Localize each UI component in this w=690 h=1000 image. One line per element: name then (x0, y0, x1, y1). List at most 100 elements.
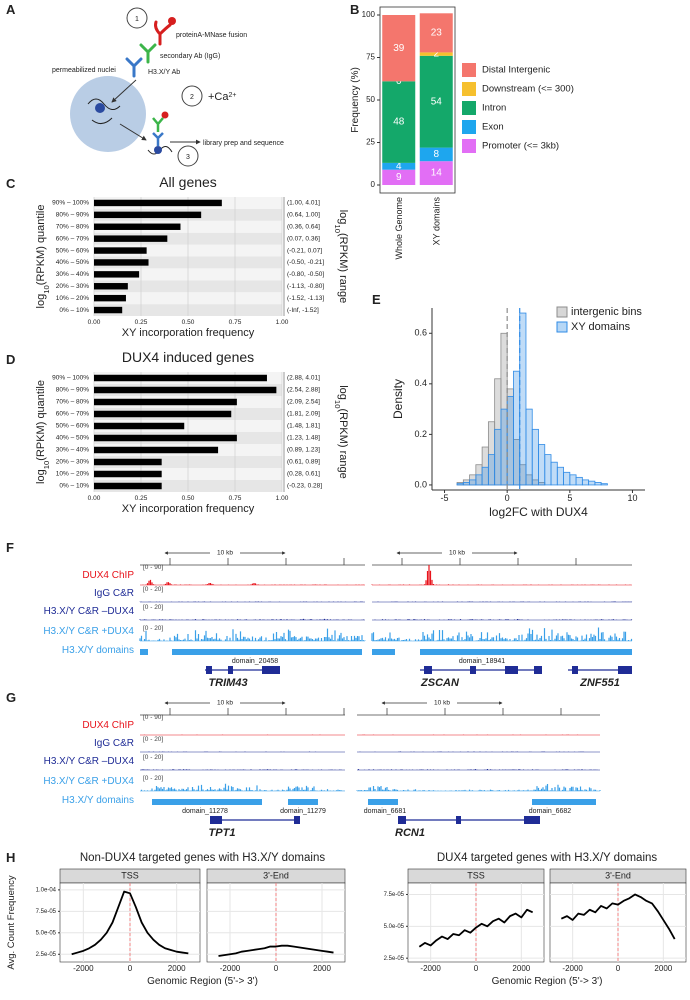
y2-axis-label: log10(RPKM) range (334, 385, 350, 479)
range-label: (2.88, 4.01] (287, 375, 320, 382)
domain-bar (172, 649, 362, 655)
histogram-bar (581, 479, 590, 486)
scale-label: 10 kb (217, 550, 233, 557)
histogram-bar (462, 482, 470, 486)
y-tick-label: 60% – 70% (56, 411, 89, 418)
y2-axis-label-part: (RPKM) range (337, 408, 349, 478)
range-label: (-0.50, -0.21] (287, 259, 324, 266)
y-tick-label: 2.5e-05 (384, 956, 405, 962)
x-tick-label: 2000 (654, 964, 672, 973)
chart-title: All genes (159, 174, 217, 190)
y-tick-label: 0.6 (414, 328, 427, 338)
x-tick-label: 2000 (168, 964, 186, 973)
bar (94, 294, 126, 302)
mnase-icon (161, 111, 169, 119)
x-axis-label: Genomic Region (5'-> 3') (492, 976, 603, 987)
bar (94, 306, 123, 314)
y-axis-label: log10(RPKM) quantile (35, 380, 51, 484)
range-label: (-0.23, 0.28] (287, 483, 322, 490)
bar (94, 410, 232, 418)
gene-name: TRIM43 (208, 677, 247, 689)
track-label: H3.X/Y C&R +DUX4 (43, 626, 134, 637)
x-tick-label: -2000 (73, 964, 94, 973)
y-tick-label: 20% – 30% (56, 459, 89, 466)
gene-name: TPT1 (209, 827, 236, 839)
range-label: (1.23, 1.48] (287, 435, 320, 442)
legend-swatch (462, 63, 476, 77)
bar-segment (419, 161, 453, 185)
scale-label: 10 kb (449, 550, 465, 557)
y-tick-label: 40% – 50% (56, 435, 89, 442)
range-label: (0.07, 0.36] (287, 235, 320, 242)
y-tick-label: 50% – 60% (56, 247, 89, 254)
histogram-bar (487, 454, 496, 486)
gene-exon (294, 816, 300, 824)
histogram-bar (563, 471, 571, 486)
y-tick-label: 7.5e-05 (384, 892, 405, 898)
histogram-bar (494, 428, 502, 486)
diagram: 1 proteinA-MNase fusion secondary Ab (Ig… (52, 7, 284, 167)
x-tick-label: 0.25 (135, 319, 148, 326)
calcium-text: +Ca (208, 91, 229, 103)
step-circle (181, 85, 203, 107)
y-tick-label: 80% – 90% (56, 212, 89, 219)
gene-exon (424, 666, 432, 674)
track-signal (140, 769, 342, 770)
bar (94, 422, 185, 430)
y-tick-label: 7.5e-05 (36, 909, 57, 915)
track-range: [0 - 90] (143, 714, 163, 721)
range-label: (1.48, 1.81] (287, 423, 320, 430)
data-label: 48 (393, 117, 405, 128)
x-tick-label: 0.00 (88, 495, 101, 502)
panel-letter: G (6, 690, 16, 705)
domain-name: domain_18941 (459, 658, 505, 665)
mnase-icon (168, 17, 176, 25)
domain-name: domain_6682 (529, 808, 572, 815)
nucleus (70, 76, 146, 152)
gene-exon (524, 816, 540, 824)
range-label: (-Inf, -1.52] (287, 307, 319, 314)
secondary-label: secondary Ab (IgG) (160, 53, 220, 60)
x-axis-label: Genomic Region (5'-> 3') (147, 976, 258, 987)
histogram-bar (550, 461, 558, 486)
nucleosome (95, 103, 105, 113)
panel-letter: C (6, 176, 16, 191)
histogram-bar (538, 444, 546, 486)
bar-segment (382, 15, 416, 82)
range-label: (-0.21, 0.07] (287, 247, 322, 254)
y-axis-label: Avg. Count Frequency (6, 875, 17, 970)
y-tick-label: 50 (366, 95, 375, 104)
legend-label: Promoter (<= 3kb) (482, 141, 559, 152)
bar-segment (419, 55, 453, 148)
mnase-icon (154, 20, 172, 46)
bar-segment (419, 52, 453, 56)
gene-exon (262, 666, 280, 674)
y-axis-label-part: 10 (42, 285, 51, 294)
facet-label: 3'-End (605, 870, 631, 880)
x-tick-label: 5 (567, 493, 572, 503)
panel-letter: F (6, 540, 14, 555)
bar (94, 470, 162, 478)
bar-segment (419, 147, 453, 162)
histogram-bar (500, 408, 508, 486)
gene-exon (210, 816, 222, 824)
legend-swatch (556, 321, 568, 333)
gene-exon (618, 666, 632, 674)
data-line (418, 908, 534, 948)
range-label: (2.54, 2.88] (287, 387, 320, 394)
gene-exon (456, 816, 461, 824)
y-axis-label-part: 10 (42, 461, 51, 470)
y-tick-label: 10% – 20% (56, 471, 89, 478)
bar-segment (382, 81, 416, 163)
data-label: 23 (431, 27, 443, 38)
bar (94, 434, 237, 442)
track-signal (139, 628, 366, 641)
x-tick-label: 0.00 (88, 319, 101, 326)
domain-bar (372, 649, 395, 655)
domain-bar (288, 799, 318, 805)
range-label: (0.28, 0.61] (287, 471, 320, 478)
data-label: 4 (396, 161, 402, 172)
histogram-bar (600, 483, 608, 486)
track-range: [0 - 20] (143, 625, 163, 632)
legend-label: Intron (482, 103, 506, 114)
